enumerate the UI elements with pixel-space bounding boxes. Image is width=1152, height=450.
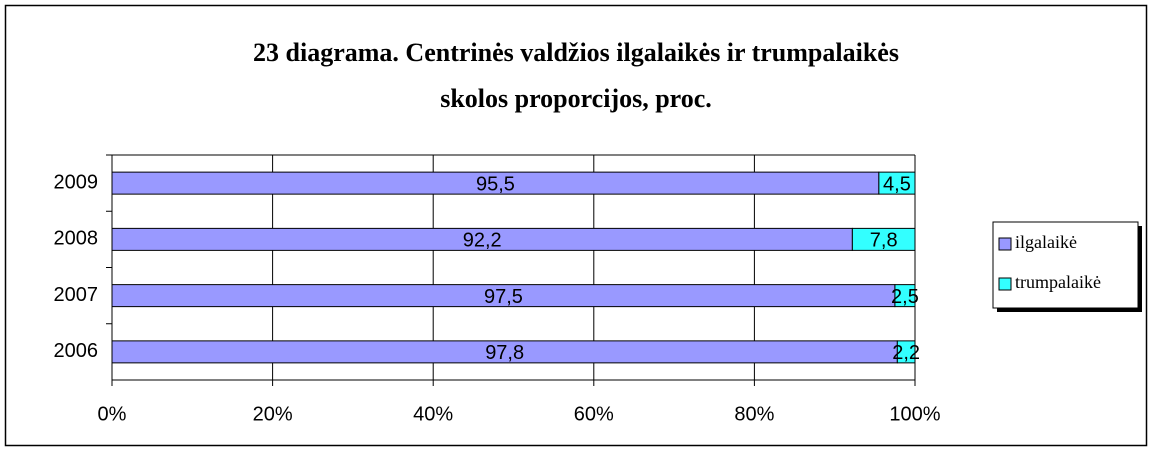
- x-tick-label: 20%: [253, 403, 293, 425]
- legend-swatch: [998, 277, 1012, 291]
- y-tick-label: 2009: [54, 171, 99, 193]
- y-tick-label: 2008: [54, 228, 99, 250]
- x-tick-label: 40%: [413, 403, 453, 425]
- chart-border: [4, 4, 1148, 447]
- data-label: 4,5: [883, 173, 911, 195]
- y-tick-label: 2006: [54, 340, 99, 362]
- legend-label: ilgalaikė: [1015, 232, 1077, 252]
- x-tick-label: 100%: [889, 403, 940, 425]
- data-label: 7,8: [870, 230, 898, 252]
- data-label: 2,5: [891, 286, 919, 308]
- bar-segment: [878, 171, 916, 195]
- data-label: 97,5: [484, 286, 523, 308]
- data-label: 95,5: [476, 173, 515, 195]
- y-tick-label: 2007: [54, 284, 99, 306]
- chart-title: 23 diagrama. Centrinės valdžios ilgalaik…: [253, 38, 899, 67]
- data-label: 97,8: [485, 342, 524, 364]
- bar-segment: [851, 227, 916, 251]
- x-tick-label: 0%: [98, 403, 127, 425]
- bar-segment: [896, 340, 916, 364]
- x-tick-label: 60%: [574, 403, 614, 425]
- legend: [992, 221, 1139, 309]
- legend-label: trumpalaikė: [1015, 272, 1101, 292]
- bar-segment: [894, 284, 916, 308]
- legend-swatch: [998, 237, 1012, 251]
- chart-title: skolos proporcijos, proc.: [440, 84, 712, 113]
- data-label: 2,2: [892, 342, 920, 364]
- data-label: 92,2: [463, 230, 502, 252]
- x-tick-label: 80%: [734, 403, 774, 425]
